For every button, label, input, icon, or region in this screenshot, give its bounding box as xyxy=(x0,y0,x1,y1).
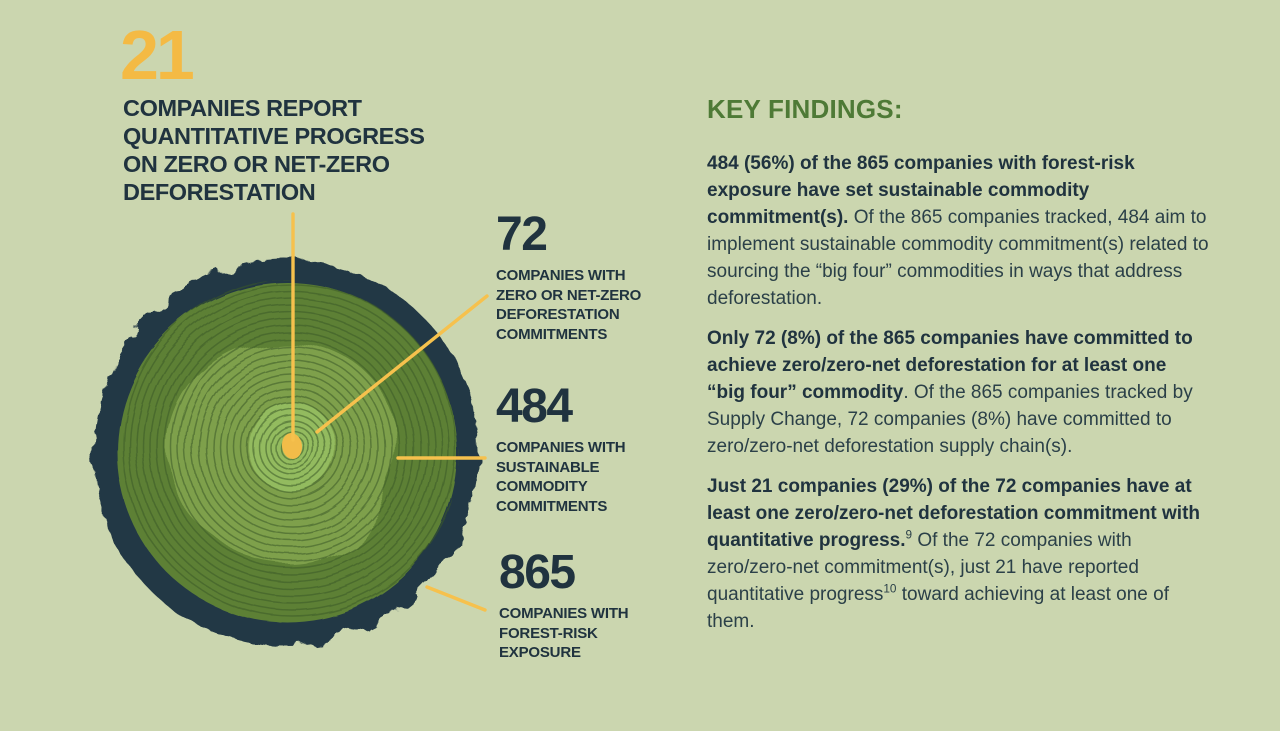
callout-484-number: 484 xyxy=(496,380,573,433)
key-findings-paragraph-2: Only 72 (8%) of the 865 companies have c… xyxy=(707,328,1193,457)
leader-line-865 xyxy=(425,585,487,612)
key-findings-paragraph-3: Just 21 companies (29%) of the 72 compan… xyxy=(707,476,1201,632)
stump-wood-middle-zone xyxy=(167,339,399,559)
callout-72-number: 72 xyxy=(496,208,548,261)
callout-484-label: COMPANIES WITH SUSTAINABLE COMMODITY COM… xyxy=(496,439,626,515)
leader-line-72 xyxy=(315,294,489,434)
callout-484: 484 COMPANIES WITH SUSTAINABLE COMMODITY… xyxy=(496,383,686,516)
callout-865: 865 COMPANIES WITH FOREST-RISK EXPOSURE xyxy=(499,549,689,663)
stump-wood-inner-zone xyxy=(249,402,335,492)
stump-bark xyxy=(93,260,479,646)
growth-rings xyxy=(122,280,459,617)
callout-72-label: COMPANIES WITH ZERO OR NET-ZERO DEFOREST… xyxy=(496,267,642,343)
stump-wood-outer-zone xyxy=(117,282,457,622)
callout-72: 72 COMPANIES WITH ZERO OR NET-ZERO DEFOR… xyxy=(496,211,686,344)
headline-number-21: 21 xyxy=(120,16,195,94)
callout-865-number: 865 xyxy=(499,546,576,599)
key-findings-section: KEY FINDINGS: 484 (56%) of the 865 compa… xyxy=(707,94,1209,648)
callout-865-label: COMPANIES WITH FOREST-RISK EXPOSURE xyxy=(499,605,629,661)
headline-text: COMPANIES REPORT QUANTITATIVE PROGRESS O… xyxy=(123,95,425,205)
stump-pith xyxy=(281,433,303,459)
key-findings-paragraph-1: 484 (56%) of the 865 companies with fore… xyxy=(707,153,1209,309)
key-findings-heading: KEY FINDINGS: xyxy=(707,94,903,124)
